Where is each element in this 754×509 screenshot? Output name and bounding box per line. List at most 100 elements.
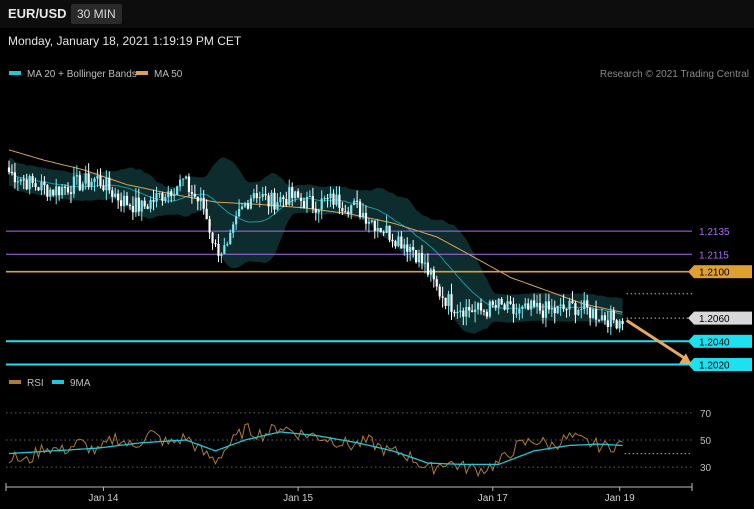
candle-body [261,193,264,198]
candle-body [409,246,412,252]
rsi-tick-label: 70 [700,409,712,420]
level-tag-pointer-1.2100 [688,265,694,279]
legend-swatch-ma50 [136,71,148,75]
candle-body [49,189,52,197]
time-axis: Jan 14 Jan 15 Jan 17 Jan 19 [5,483,693,504]
candle-body [533,300,536,307]
candle-body [547,301,550,310]
candle-body [479,303,483,311]
candle-body [111,190,114,197]
candle-body [468,306,471,311]
candle-body [385,225,388,233]
candle-body [294,191,297,199]
candle-body [597,319,601,321]
candle-body [476,303,480,310]
candle-body [288,187,291,205]
candle-body [429,269,432,275]
candle-body [102,185,105,191]
candle-body [223,245,226,254]
candle-body [161,193,164,201]
candle-body [571,300,574,304]
legend-swatch-9ma [52,380,64,384]
time-tick-label: Jan 14 [88,493,118,504]
candle-body [226,244,229,246]
candle-body [164,197,167,201]
level-tag-1.2100 [694,265,752,279]
candle-body [69,192,73,194]
candle-body [170,191,173,197]
candle-body [512,303,515,314]
candle-body [506,301,509,310]
legend-label-ma50: MA 50 [154,69,183,80]
candle-body [403,244,406,249]
candle-body [465,306,468,317]
candle-body [232,224,235,233]
level-tag-pointer-1.2040 [688,334,694,348]
time-tick-label: Jan 15 [283,493,313,504]
legend-label-9ma: 9MA [70,378,91,389]
candle-body [438,286,441,297]
candle-body [105,177,108,191]
legend-label-rsi: RSI [27,378,44,389]
candle-body [299,197,303,201]
candle-body [58,186,61,196]
rsi-panel: 70 50 30 [6,409,712,478]
candle-body [258,197,261,199]
candle-body [28,176,31,190]
candle-body [72,176,75,194]
timeframe-button[interactable]: 30 MIN [71,4,122,24]
candle-body [52,189,55,196]
candle-body [320,198,323,210]
candle-body [128,204,132,207]
level-tag-1.2060 [694,311,752,325]
candle-body [34,183,37,188]
level-label-1.2100: 1.2100 [699,268,730,279]
candle-body [447,294,450,306]
candle-body [270,192,273,207]
rsi-tick-label: 30 [700,463,712,474]
candle-body [122,195,126,207]
candle-body [515,313,518,315]
level-tag-1.2040 [694,334,752,348]
candle-body [420,253,424,264]
candle-body [415,250,418,263]
candle-body [108,177,111,191]
forecast-arrow-head [679,353,692,365]
candle-body [376,227,379,231]
candle-body [426,262,429,275]
candle-body [63,186,67,188]
candle-body [356,200,359,202]
candle-body [341,207,344,212]
candle-body [586,300,589,308]
level-label-1.2020: 1.2020 [699,361,730,372]
candle-body [193,193,196,197]
candle-body [329,193,332,199]
candle-body [594,309,598,320]
candle-body [229,232,232,245]
candle-body [612,310,615,321]
candle-body [509,301,512,304]
candle-body [152,199,155,202]
candle-body [140,200,143,212]
candle-body [453,311,456,314]
candle-body [589,307,592,318]
candle-body [78,175,81,191]
candle-body [84,173,87,184]
candle-body [155,193,158,202]
candle-body [521,306,524,309]
candle-body [297,191,300,198]
candle-body [338,194,341,208]
candle-body [518,308,521,314]
candle-body [181,178,185,180]
candle-body [173,195,176,197]
candle-body [317,209,320,213]
level-tag-pointer-1.2060 [688,311,694,325]
candle-body [90,181,93,187]
candle-body [379,227,382,233]
candle-body [134,197,137,213]
candle-body [550,307,553,310]
candle-body [497,298,500,308]
candle-body [500,298,503,305]
candle-body [149,199,152,209]
forecast-arrow [625,319,688,361]
